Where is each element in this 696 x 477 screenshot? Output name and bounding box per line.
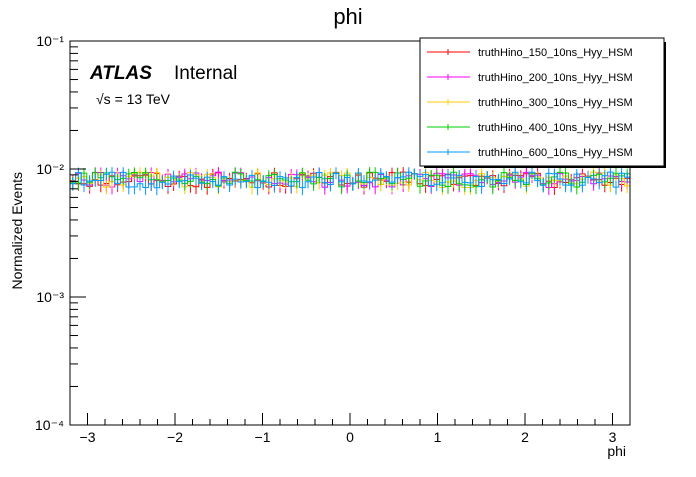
atlas-status-label: Internal: [174, 63, 237, 84]
x-tick-label: 3: [609, 429, 617, 445]
x-tick-label: −1: [255, 429, 271, 445]
y-tick-label: 10⁻⁴: [35, 417, 64, 433]
legend-label: truthHino_150_10ns_Hyy_HSM: [478, 47, 633, 59]
y-axis-ticks: 10⁻⁴ 10⁻³ 10⁻² 10⁻¹: [35, 33, 86, 433]
legend-label: truthHino_600_10ns_Hyy_HSM: [478, 147, 633, 159]
legend-label: truthHino_200_10ns_Hyy_HSM: [478, 72, 633, 84]
x-tick-label: 2: [521, 429, 529, 445]
x-tick-label: −2: [167, 429, 183, 445]
legend-label: truthHino_400_10ns_Hyy_HSM: [478, 122, 633, 134]
x-tick-label: 1: [434, 429, 442, 445]
legend: truthHino_150_10ns_Hyy_HSM truthHino_200_…: [419, 37, 666, 168]
x-tick-label: 0: [346, 429, 354, 445]
y-axis-label: Normalized Events: [9, 172, 25, 290]
x-tick-label: −3: [80, 429, 96, 445]
legend-label: truthHino_300_10ns_Hyy_HSM: [478, 97, 633, 109]
energy-label: √s = 13 TeV: [96, 91, 171, 107]
atlas-label: ATLAS: [89, 63, 152, 84]
series-line: [70, 171, 630, 189]
y-tick-label: 10⁻²: [36, 161, 64, 177]
x-axis-ticks: −3 −2 −1 0 1 2 3: [69, 413, 631, 445]
y-tick-label: 10⁻³: [36, 289, 64, 305]
y-tick-label: 10⁻¹: [36, 33, 64, 49]
x-axis-label: phi: [607, 443, 626, 459]
chart-title: phi: [333, 4, 362, 29]
